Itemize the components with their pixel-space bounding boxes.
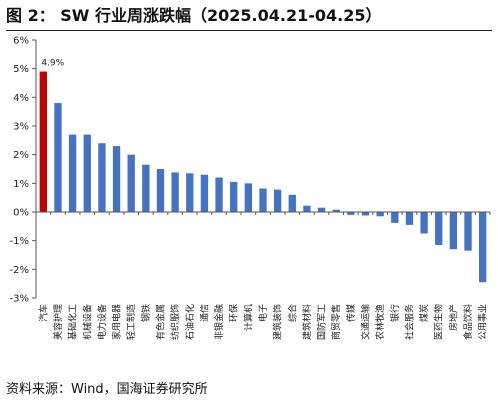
x-tick-label: 家用电器	[111, 304, 123, 340]
x-tick-label: 煤炭	[418, 304, 430, 322]
y-tick-label: 4%	[13, 93, 29, 104]
x-tick-label: 汽车	[37, 304, 49, 322]
bar-银行	[391, 212, 399, 223]
x-tick-label: 房地产	[447, 304, 459, 331]
x-tick-label: 建筑装饰	[272, 304, 284, 340]
bar-通信	[200, 174, 209, 212]
x-tick-label: 建筑材料	[301, 304, 313, 340]
bar-建筑装饰	[273, 189, 282, 212]
x-tick-label: 通信	[198, 304, 210, 322]
y-axis: 6% 5% 4% 3% 2% 1% 0% -1% -2% -3%	[10, 36, 37, 305]
x-tick-label: 社会服务	[403, 304, 415, 340]
bar-石油石化	[186, 173, 194, 212]
bar-电子	[259, 188, 267, 212]
source-note: 资料来源：Wind，国海证券研究所	[6, 382, 208, 397]
bars-group	[35, 71, 491, 283]
y-tick-label: 1%	[13, 179, 29, 190]
data-label: 4.9%	[41, 59, 64, 69]
bar-计算机	[244, 183, 253, 212]
bar-汽车	[39, 71, 47, 213]
x-tick-label: 计算机	[242, 304, 254, 331]
x-tick-label: 农林牧渔	[374, 304, 386, 340]
bar-美容护理	[54, 103, 62, 212]
bar-环保	[230, 181, 238, 212]
y-tick-label: 0%	[13, 208, 29, 219]
y-tick-label: -2%	[10, 265, 29, 276]
x-tick-label: 环保	[228, 304, 240, 322]
bar-综合	[288, 194, 296, 212]
bar-基础化工	[68, 134, 77, 212]
chart-area: 6% 5% 4% 3% 2% 1% 0% -1% -2% -3% 汽车 美容护理 基础化工 机械设备 电力…	[0, 32, 498, 374]
x-axis-labels: 汽车 美容护理 基础化工 机械设备 电力设备 家用电器 轻工制造 钢铁 有色金属 纺织服饰 石油石化…	[37, 304, 488, 340]
bar-医药生物	[435, 212, 443, 245]
bar-钢铁	[142, 164, 150, 212]
x-tick-label: 传媒	[345, 304, 357, 322]
bar-建筑材料	[303, 205, 311, 212]
x-tick-label: 基础化工	[67, 304, 79, 340]
bar-国防军工	[317, 207, 326, 212]
bar-公用事业	[479, 212, 487, 283]
bar-电力设备	[98, 143, 106, 212]
bar-有色金属	[156, 169, 165, 212]
x-tick-label: 食品饮料	[462, 304, 474, 340]
x-tick-label: 交通运输	[360, 304, 372, 340]
x-tick-label: 非银金融	[213, 304, 225, 340]
y-tick-label: 6%	[13, 36, 29, 47]
x-tick-label: 机械设备	[81, 304, 93, 340]
annotations: 4.9%	[41, 59, 64, 69]
x-tick-label: 综合	[286, 304, 298, 322]
bar-社会服务	[405, 212, 414, 225]
y-tick-label: -1%	[10, 236, 29, 247]
bar-商贸零售	[332, 209, 340, 212]
y-tick-label: 3%	[13, 122, 29, 133]
title-rule	[6, 30, 492, 31]
y-tick-label: -3%	[10, 294, 29, 305]
x-tick-label: 电力设备	[96, 304, 108, 340]
bar-农林牧渔	[376, 212, 384, 217]
bar-食品饮料	[464, 212, 472, 251]
chart-title: 图 2： SW 行业周涨跌幅（2025.04.21-04.25）	[6, 6, 382, 25]
x-tick-label: 国防军工	[316, 304, 328, 340]
bar-煤炭	[420, 212, 428, 234]
x-tick-label: 电子	[257, 304, 269, 322]
bar-机械设备	[83, 134, 91, 212]
bar-非银金融	[215, 177, 223, 212]
bar-家用电器	[112, 146, 121, 212]
bar-纺织服饰	[171, 172, 179, 212]
x-tick-label: 有色金属	[154, 304, 166, 340]
y-tick-label: 2%	[13, 150, 29, 161]
bar-轻工制造	[127, 154, 135, 212]
x-tick-label: 美容护理	[52, 304, 64, 340]
x-tick-label: 纺织服饰	[169, 304, 181, 340]
x-tick-label: 银行	[389, 304, 401, 322]
bar-交通运输	[361, 212, 370, 216]
bar-chart: 6% 5% 4% 3% 2% 1% 0% -1% -2% -3% 汽车 美容护理 基础化工 机械设备 电力…	[10, 36, 491, 340]
x-tick-label: 石油石化	[184, 304, 196, 340]
x-tick-label: 钢铁	[140, 304, 152, 322]
x-tick-label: 轻工制造	[125, 304, 137, 340]
bar-房地产	[449, 212, 458, 250]
x-tick-label: 医药生物	[433, 304, 445, 340]
x-tick-label: 公用事业	[477, 304, 489, 340]
y-tick-label: 5%	[13, 64, 29, 75]
x-tick-label: 商贸零售	[330, 304, 342, 340]
bar-传媒	[347, 212, 355, 215]
